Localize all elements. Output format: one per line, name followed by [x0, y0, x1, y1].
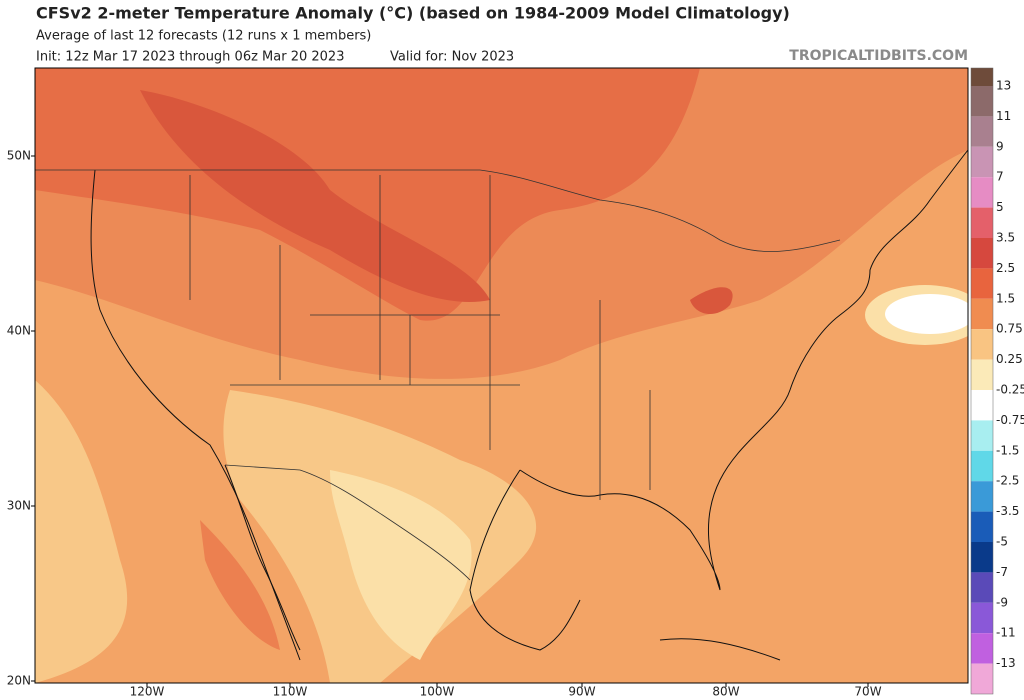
- colorbar-label: -9: [996, 595, 1008, 609]
- colorbar-label: -1.5: [996, 443, 1019, 457]
- colorbar-label: -7: [996, 565, 1008, 579]
- colorbar-swatch: [971, 116, 993, 147]
- colorbar-swatch: [971, 450, 993, 482]
- lat-label: 20N: [7, 674, 31, 688]
- colorbar-label: -11: [996, 626, 1016, 640]
- colorbar-swatch: [971, 86, 993, 117]
- colorbar-frame: [970, 67, 994, 695]
- colorbar-label: 0.75: [996, 322, 1023, 336]
- colorbar-label: -3.5: [996, 504, 1019, 518]
- colorbar-label: -5: [996, 535, 1008, 549]
- watermark: TROPICALTIDBITS.COM: [789, 48, 968, 64]
- colorbar-swatch: [971, 542, 993, 573]
- colorbar-swatch: [971, 420, 993, 451]
- anomaly-zone: [885, 294, 968, 334]
- map: [34, 67, 969, 684]
- colorbar-label: 11: [996, 109, 1011, 123]
- colorbar-label: -2.5: [996, 474, 1019, 488]
- colorbar-label: -13: [996, 656, 1016, 670]
- colorbar-swatch: [971, 298, 993, 330]
- colorbar-swatch: [971, 207, 993, 238]
- lat-label: 40N: [7, 324, 31, 338]
- lon-label: 80W: [712, 685, 739, 699]
- colorbar-label: 0.25: [996, 352, 1023, 366]
- colorbar-swatch: [971, 268, 993, 299]
- lon-label: 90W: [568, 685, 595, 699]
- coastline: [519, 149, 968, 591]
- colorbar-swatch: [971, 511, 993, 542]
- lon-label: 70W: [854, 685, 881, 699]
- anomaly-zone: [200, 520, 280, 650]
- init: Init: 12z Mar 17 2023 through 06z Mar 20…: [36, 50, 344, 65]
- lon-label: 100W: [420, 685, 455, 699]
- coastline: [659, 638, 781, 661]
- colorbar-label: -0.75: [996, 413, 1024, 427]
- lat-label: 50N: [7, 149, 31, 163]
- lat-label: 30N: [7, 499, 31, 513]
- lon-label: 110W: [273, 685, 308, 699]
- colorbar: 13 11 9 7 5 3.5 2.5 1.5 0.75 0.25 -0.25 -0.75 -1.5 -2…: [970, 67, 1024, 695]
- colorbar-swatch: [971, 663, 993, 694]
- coastline: [224, 464, 301, 651]
- border: [224, 464, 471, 581]
- lon-label: 120W: [130, 685, 165, 699]
- colorbar-label: 13: [996, 79, 1011, 93]
- colorbar-swatch: [971, 329, 993, 360]
- colorbar-label: 2.5: [996, 261, 1015, 275]
- anomaly-zone: [330, 470, 472, 660]
- colorbar-label: 9: [996, 139, 1004, 153]
- colorbar-swatch: [971, 390, 993, 421]
- colorbar-label: -0.25: [996, 383, 1024, 397]
- colorbar-swatch: [971, 146, 993, 178]
- colorbar-swatch: [971, 602, 993, 634]
- colorbar-swatch: [971, 177, 993, 208]
- colorbar-label: 5: [996, 200, 1004, 214]
- valid: Valid for: Nov 2023: [390, 50, 514, 65]
- colorbar-swatch: [971, 572, 993, 603]
- map-frame: [34, 67, 969, 684]
- anomaly-zone: [35, 380, 128, 683]
- colorbar-label: 7: [996, 170, 1004, 184]
- anomaly-zone: [690, 287, 733, 315]
- anomaly-zone: [140, 90, 490, 302]
- title: CFSv2 2-meter Temperature Anomaly (°C) (…: [36, 4, 790, 23]
- colorbar-swatch: [971, 481, 993, 512]
- colorbar-swatch: [971, 238, 993, 269]
- border: [189, 175, 651, 500]
- colorbar-swatch: [971, 359, 993, 390]
- colorbar-label: 1.5: [996, 291, 1015, 305]
- colorbar-swatch: [971, 633, 993, 664]
- border: [35, 169, 841, 252]
- colorbar-label: 3.5: [996, 231, 1015, 245]
- colorbar-swatch: [971, 68, 993, 86]
- coastline: [90, 169, 301, 661]
- subtitle: Average of last 12 forecasts (12 runs x …: [36, 29, 371, 44]
- coastline: [469, 469, 581, 651]
